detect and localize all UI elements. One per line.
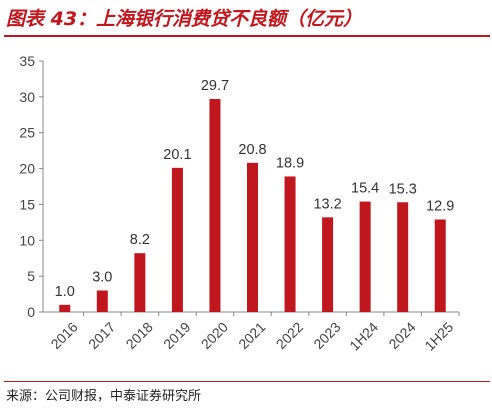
x-tick-label-1H24: 1H24 xyxy=(346,319,381,354)
title-rule xyxy=(4,35,490,37)
bar-2022 xyxy=(284,176,296,312)
bar-1H25 xyxy=(434,219,446,312)
x-tick-label-2017: 2017 xyxy=(85,319,118,352)
data-label-1H24: 15.4 xyxy=(351,181,379,197)
x-tick-label-2024: 2024 xyxy=(385,319,418,352)
data-label-2016: 1.0 xyxy=(55,284,75,300)
data-label-2018: 8.2 xyxy=(130,232,150,248)
bar-2024 xyxy=(397,202,409,312)
x-axis: 2016 2017 2018 2019 2020 2021 2022 2023 1H24 2024… xyxy=(43,311,460,354)
data-labels: 1.0 3.0 8.2 20.1 29.7 20.8 18.9 13.2 15.4 15.3 12.… xyxy=(55,78,455,300)
y-tick-label: 30 xyxy=(19,89,35,105)
bar-2017 xyxy=(96,290,108,312)
bar-2016 xyxy=(59,304,71,312)
bar-1H24 xyxy=(359,201,371,312)
data-label-2019: 20.1 xyxy=(163,147,191,163)
data-label-2024: 15.3 xyxy=(389,181,417,197)
y-tick-label: 20 xyxy=(19,161,35,177)
bar-2021 xyxy=(247,162,258,312)
x-tick-label-2019: 2019 xyxy=(160,319,193,352)
chart-title: 图表 43：上海银行消费贷不良额（亿元） xyxy=(6,8,363,30)
x-tick-label-2021: 2021 xyxy=(235,319,268,352)
bar-2023 xyxy=(322,217,334,312)
footer-rule xyxy=(4,381,490,382)
data-label-1H25: 12.9 xyxy=(426,198,454,214)
x-tick-label-2018: 2018 xyxy=(123,319,156,352)
bar-2018 xyxy=(134,253,146,312)
y-tick-label: 35 xyxy=(19,53,35,69)
y-tick-label: 15 xyxy=(19,196,35,212)
x-tick-label-2020: 2020 xyxy=(198,319,231,352)
x-tick-label-1H25: 1H25 xyxy=(421,319,456,354)
source-note: 来源：公司财报，中泰证券研究所 xyxy=(6,389,202,404)
bars xyxy=(59,99,446,312)
y-tick-label: 5 xyxy=(27,268,35,284)
y-tick-label: 0 xyxy=(27,304,35,320)
x-tick-label-2023: 2023 xyxy=(310,319,343,352)
data-label-2022: 18.9 xyxy=(276,155,304,171)
y-tick-label: 25 xyxy=(19,125,35,141)
bar-2019 xyxy=(171,167,183,312)
y-tick-label: 10 xyxy=(19,232,35,248)
data-label-2021: 20.8 xyxy=(238,142,266,158)
bar-2020 xyxy=(209,99,221,312)
data-label-2017: 3.0 xyxy=(92,269,112,285)
data-label-2020: 29.7 xyxy=(201,78,229,94)
y-axis: 0 5 10 15 20 25 30 35 xyxy=(19,53,44,320)
x-tick-label-2022: 2022 xyxy=(273,319,306,352)
x-tick-label-2016: 2016 xyxy=(47,319,80,352)
data-label-2023: 13.2 xyxy=(313,196,341,212)
